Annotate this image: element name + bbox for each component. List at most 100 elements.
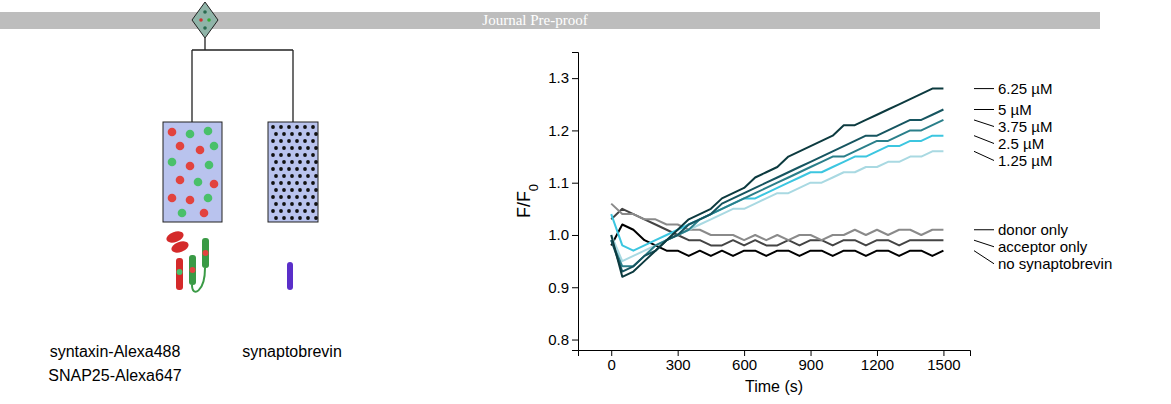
syntaxin-habc bbox=[170, 239, 190, 255]
schematic: syntaxin-Alexa488SNAP25-Alexa647synaptob… bbox=[48, 2, 342, 384]
y-tick-label: 1.1 bbox=[548, 174, 569, 191]
vesicle-dot bbox=[311, 153, 315, 157]
vesicle-dot bbox=[295, 153, 299, 157]
series-line bbox=[611, 136, 943, 251]
vesicle-dot bbox=[271, 153, 275, 157]
series-label: 5 µM bbox=[998, 101, 1032, 118]
vesicle-dot bbox=[303, 167, 307, 171]
diamond-dot bbox=[203, 26, 207, 30]
fluorophore-dot bbox=[186, 130, 195, 139]
leader-line bbox=[974, 240, 994, 247]
diamond bbox=[192, 2, 218, 38]
leader-line bbox=[974, 88, 994, 89]
vesicle-dot bbox=[295, 181, 299, 185]
y-tick: 1.3 bbox=[548, 69, 578, 86]
vesicle-dot bbox=[311, 195, 315, 199]
fluorophore-dot bbox=[204, 194, 213, 203]
fluorophore-dot bbox=[168, 128, 177, 137]
series-label: donor only bbox=[998, 221, 1069, 238]
x-tick: 1200 bbox=[861, 350, 894, 373]
x-axis: 030060090012001500 bbox=[579, 350, 971, 373]
vesicle-dot bbox=[306, 216, 310, 220]
vesicle-dot bbox=[306, 188, 310, 192]
x-axis-title: Time (s) bbox=[745, 378, 803, 395]
vesicle-dot bbox=[279, 139, 283, 143]
vesicle-dot bbox=[274, 146, 278, 150]
schematic-label: syntaxin-Alexa488 bbox=[50, 343, 181, 360]
vesicle-dot bbox=[274, 160, 278, 164]
vesicle-dot bbox=[295, 195, 299, 199]
vesicle-dot bbox=[287, 125, 291, 129]
vesicle-dot bbox=[295, 125, 299, 129]
y-tick-label: 1.2 bbox=[548, 122, 569, 139]
y-tick: 1.0 bbox=[548, 226, 578, 243]
series-line bbox=[611, 204, 943, 241]
vesicle-dot bbox=[287, 181, 291, 185]
vesicle-dot bbox=[279, 153, 283, 157]
x-tick-label: 900 bbox=[799, 356, 824, 373]
series-label: no synaptobrevin bbox=[998, 255, 1112, 272]
y-axis-line bbox=[572, 53, 579, 351]
x-tick-label: 1500 bbox=[927, 356, 960, 373]
y-tick-mark bbox=[572, 130, 578, 131]
y-tick-label: 0.8 bbox=[548, 331, 569, 348]
vesicle-dot bbox=[311, 139, 315, 143]
y-tick-mark bbox=[572, 183, 578, 184]
vesicle-dot bbox=[314, 146, 318, 150]
x-tick: 0 bbox=[608, 350, 616, 373]
fluorophore-dot bbox=[200, 209, 209, 218]
vesicle-dot bbox=[303, 209, 307, 213]
vesicle-dot bbox=[274, 188, 278, 192]
series-line bbox=[611, 110, 943, 272]
y-axis-title: F/F0 bbox=[514, 184, 541, 218]
y-tick-mark bbox=[572, 287, 578, 288]
vesicle-dot bbox=[282, 216, 286, 220]
y-tick-label: 1.0 bbox=[548, 226, 569, 243]
tube-left bbox=[163, 122, 222, 222]
x-tick-label: 600 bbox=[732, 356, 757, 373]
x-tick-label: 0 bbox=[608, 356, 616, 373]
fluorophore-dot bbox=[210, 180, 219, 189]
y-axis: 0.8 0.9 1.0 1.1 1.2 1.3 bbox=[548, 53, 578, 351]
x-tick: 600 bbox=[732, 350, 757, 373]
fluorophore-dot bbox=[186, 162, 195, 171]
fluorophore-dot bbox=[168, 158, 177, 167]
vesicle-dot bbox=[295, 209, 299, 213]
vesicle-dot bbox=[290, 202, 294, 206]
fluorophore-dot bbox=[168, 194, 177, 203]
y-tick: 1.1 bbox=[548, 174, 578, 191]
label-dot bbox=[177, 269, 183, 275]
x-tick: 1500 bbox=[927, 350, 960, 373]
vesicle-dot bbox=[295, 167, 299, 171]
vesicle-dot bbox=[303, 195, 307, 199]
vesicle-dot bbox=[282, 132, 286, 136]
vesicle-dot bbox=[298, 216, 302, 220]
x-axis-line bbox=[579, 351, 971, 357]
vesicle-dot bbox=[282, 202, 286, 206]
vesicle-dot bbox=[271, 139, 275, 143]
vesicle-dot bbox=[298, 160, 302, 164]
label-dot bbox=[190, 267, 196, 273]
series-line bbox=[611, 225, 943, 256]
vesicle-dot bbox=[306, 202, 310, 206]
vesicle-dot bbox=[306, 132, 310, 136]
vesicle-dot bbox=[274, 132, 278, 136]
y-tick-label: 0.9 bbox=[548, 279, 569, 296]
vesicle-dot bbox=[290, 188, 294, 192]
vesicle-dot bbox=[298, 174, 302, 178]
vesicle-dot bbox=[271, 181, 275, 185]
vesicle-dot bbox=[298, 146, 302, 150]
tube-right bbox=[268, 122, 318, 222]
fluorophore-dot bbox=[210, 142, 219, 151]
vesicle-dot bbox=[271, 195, 275, 199]
vesicle-dot bbox=[282, 146, 286, 150]
vesicle-dot bbox=[306, 146, 310, 150]
plot-area bbox=[611, 89, 943, 277]
vesicle-dot bbox=[271, 167, 275, 171]
vesicle-dot bbox=[306, 160, 310, 164]
vesicle-dot bbox=[314, 202, 318, 206]
vesicle-dot bbox=[303, 139, 307, 143]
syntaxin-helix bbox=[176, 258, 183, 290]
fluorophore-dot bbox=[194, 178, 203, 187]
vesicle-dot bbox=[274, 202, 278, 206]
